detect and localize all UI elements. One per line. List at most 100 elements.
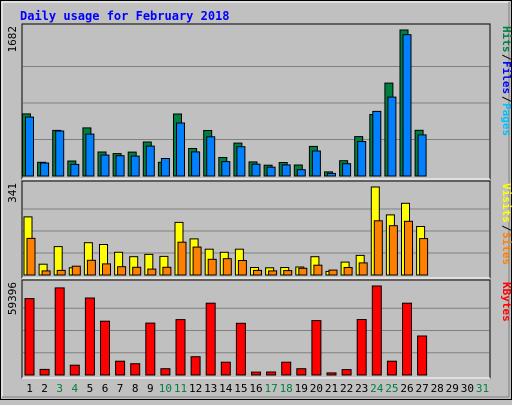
bar-files-day-22 (342, 163, 352, 177)
bar-sites-day-2 (41, 270, 51, 276)
bar-sites-day-25 (388, 225, 398, 276)
bar-kbytes-day-9 (145, 322, 156, 376)
bar-sites-day-20 (313, 264, 323, 276)
bar-sites-day-22 (343, 267, 353, 276)
bar-kbytes-day-21 (326, 372, 337, 376)
bar-sites-day-14 (222, 258, 232, 276)
bar-sites-day-8 (132, 266, 142, 276)
bar-kbytes-day-1 (24, 298, 35, 376)
legend-separator: / (500, 96, 512, 103)
bar-files-day-9 (145, 145, 155, 177)
bar-kbytes-day-8 (130, 363, 141, 376)
legend-separator: / (500, 225, 512, 232)
bar-files-day-16 (251, 163, 261, 177)
bar-files-day-26 (402, 34, 412, 177)
bar-files-day-6 (100, 154, 110, 177)
bar-files-day-25 (387, 96, 397, 177)
bar-sites-day-10 (162, 266, 172, 276)
x-tick-label-day-20: 20 (310, 382, 323, 395)
bar-sites-day-3 (56, 269, 66, 276)
legend-pages: Pages (500, 103, 512, 136)
legend-group-middle: Visits /Sites (500, 183, 512, 265)
bar-kbytes-day-3 (54, 287, 65, 376)
bar-kbytes-day-25 (386, 360, 397, 376)
bar-files-day-18 (281, 164, 291, 177)
bar-kbytes-day-11 (175, 319, 186, 376)
x-tick-label-day-10: 10 (159, 382, 172, 395)
x-tick-label-day-17: 17 (264, 382, 277, 395)
x-tick-label-day-1: 1 (26, 382, 33, 395)
x-tick-label-day-27: 27 (415, 382, 428, 395)
bar-sites-day-11 (177, 241, 187, 276)
x-tick-label-day-25: 25 (385, 382, 398, 395)
x-tick-label-day-11: 11 (174, 382, 187, 395)
legend-visits: Visits (500, 183, 512, 223)
bar-files-day-4 (70, 163, 80, 177)
bar-kbytes-day-7 (115, 360, 126, 376)
bar-sites-day-17 (268, 270, 278, 276)
x-tick-label-day-19: 19 (295, 382, 308, 395)
x-tick-label-day-13: 13 (204, 382, 217, 395)
bar-kbytes-day-10 (160, 368, 171, 376)
bar-sites-day-19 (298, 267, 308, 276)
bar-sites-day-21 (328, 269, 338, 276)
legend-files: Files (500, 61, 512, 94)
bar-kbytes-day-19 (296, 368, 307, 376)
bar-sites-day-6 (102, 263, 111, 276)
bar-kbytes-day-2 (39, 368, 50, 376)
bar-sites-day-26 (404, 220, 413, 276)
bar-kbytes-day-18 (281, 361, 292, 376)
bar-files-day-24 (372, 110, 382, 177)
x-tick-label-day-29: 29 (446, 382, 459, 395)
x-tick-label-day-26: 26 (400, 382, 413, 395)
x-tick-label-day-12: 12 (189, 382, 202, 395)
bar-sites-day-13 (207, 258, 217, 276)
bar-kbytes-day-5 (84, 297, 95, 376)
bar-sites-day-24 (373, 220, 383, 276)
x-tick-label-day-14: 14 (219, 382, 233, 395)
x-tick-label-day-31: 31 (476, 382, 489, 395)
bar-files-day-27 (417, 134, 427, 177)
x-tick-label-day-16: 16 (249, 382, 262, 395)
x-tick-label-day-5: 5 (87, 382, 94, 395)
bar-files-day-12 (191, 151, 201, 177)
x-tick-label-day-30: 30 (461, 382, 474, 395)
legend-group-top: Hits/Files/Pages (500, 26, 512, 136)
bar-files-day-1 (25, 116, 34, 177)
bar-sites-day-15 (237, 260, 247, 276)
bar-kbytes-day-15 (235, 322, 246, 376)
bar-kbytes-day-20 (311, 320, 322, 376)
bar-sites-day-23 (358, 262, 368, 276)
bar-sites-day-5 (86, 259, 96, 276)
chart-title: Daily usage for February 2018 (20, 9, 230, 23)
legend-group-bottom: KBytes (500, 282, 512, 322)
bar-files-day-20 (311, 150, 321, 177)
x-tick-label-day-24: 24 (370, 382, 384, 395)
bar-kbytes-day-22 (341, 369, 352, 376)
bar-files-day-8 (130, 155, 140, 177)
x-tick-label-day-2: 2 (41, 382, 48, 395)
bar-files-day-3 (55, 130, 65, 177)
bar-sites-day-16 (253, 269, 262, 276)
x-tick-label-day-28: 28 (431, 382, 444, 395)
legend-separator: / (500, 54, 512, 61)
bar-sites-day-12 (192, 246, 202, 276)
bar-files-day-13 (206, 136, 216, 177)
y-max-label-visits-sites: 341 (6, 183, 19, 203)
bar-files-day-7 (115, 155, 125, 177)
bar-files-day-17 (266, 166, 276, 177)
x-tick-label-day-7: 7 (117, 382, 124, 395)
bar-kbytes-day-17 (266, 371, 277, 376)
legend-hits: Hits (500, 26, 512, 53)
x-tick-label-day-3: 3 (56, 382, 63, 395)
bar-sites-day-4 (71, 265, 81, 276)
bar-kbytes-day-26 (402, 302, 412, 376)
legend-kbytes: KBytes (500, 282, 512, 322)
bar-files-day-23 (357, 141, 367, 177)
x-tick-label-day-4: 4 (71, 382, 78, 395)
bar-kbytes-day-6 (100, 320, 110, 376)
bar-kbytes-day-13 (205, 302, 216, 376)
bar-files-day-14 (221, 161, 231, 177)
